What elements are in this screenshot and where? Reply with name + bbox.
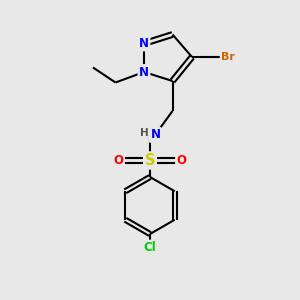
Text: N: N	[150, 128, 161, 142]
Text: O: O	[113, 154, 124, 167]
Text: Br: Br	[221, 52, 235, 62]
Text: S: S	[145, 153, 155, 168]
Text: Cl: Cl	[144, 241, 156, 254]
Text: H: H	[140, 128, 149, 139]
Text: N: N	[139, 37, 149, 50]
Text: O: O	[176, 154, 187, 167]
Text: N: N	[139, 65, 149, 79]
